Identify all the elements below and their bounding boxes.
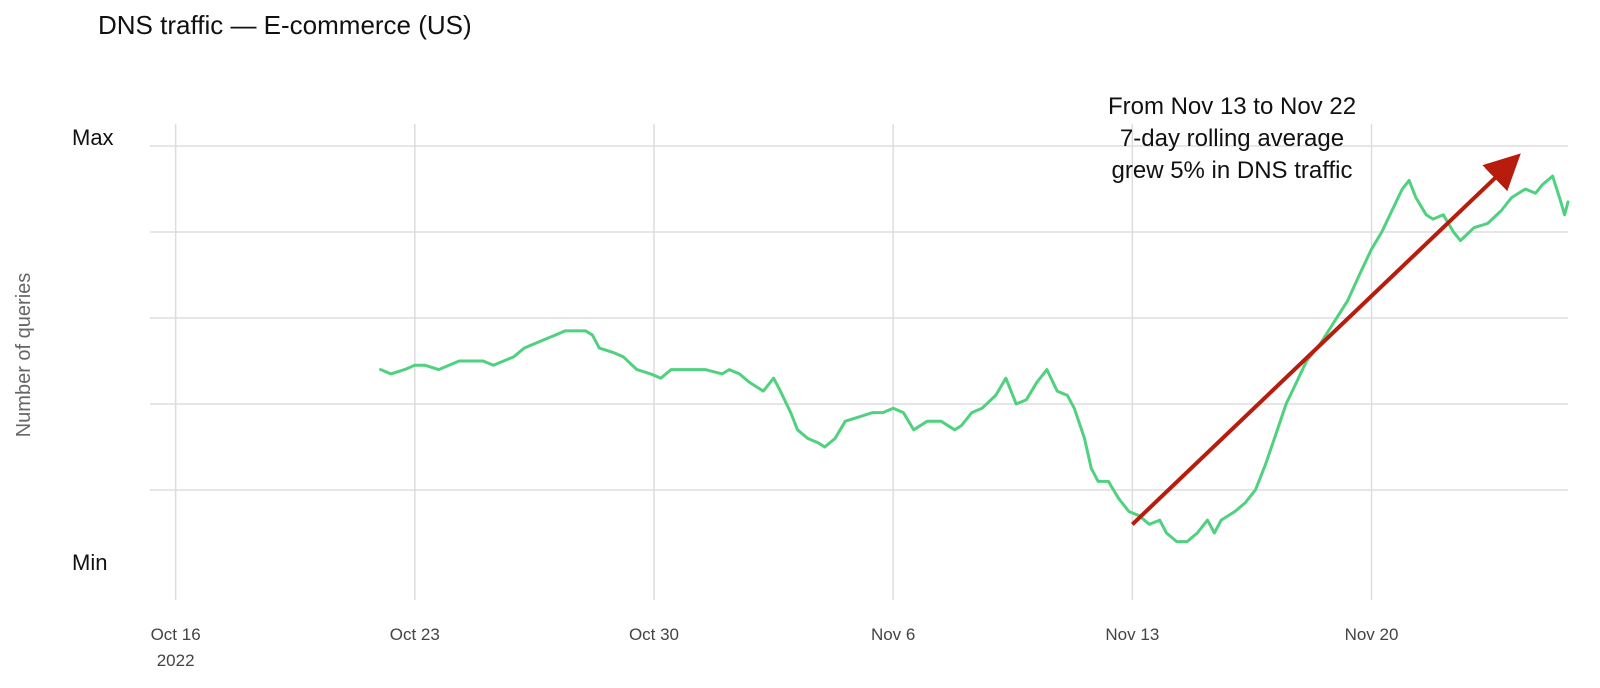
x-tick-label: Oct 23: [390, 625, 440, 644]
y-axis-label: Number of queries: [13, 273, 35, 438]
x-tick-label: Nov 6: [871, 625, 915, 644]
annotation-layer: From Nov 13 to Nov 22 7-day rolling avera…: [1108, 93, 1521, 526]
x-tick-year-label: 2022: [157, 651, 195, 670]
annotation-text-line: grew 5% in DNS traffic: [1112, 157, 1353, 184]
x-tick-labels: Oct 16 2022 Oct 23 Oct 30 Nov 6 Nov 13 Nov 20: [151, 625, 1399, 670]
x-tick-label: Oct 16: [151, 625, 201, 644]
x-tick-label: Nov 13: [1105, 625, 1159, 644]
y-tick-max: Max: [72, 125, 114, 150]
series-line-0: [379, 174, 1570, 544]
x-tick-label: Nov 20: [1345, 625, 1399, 644]
annotation-text-line: 7-day rolling average: [1120, 125, 1344, 152]
x-tick-label: Oct 30: [629, 625, 679, 644]
y-tick-min: Min: [72, 550, 107, 575]
x-gridlines: [174, 124, 1373, 600]
annotation-text-line: From Nov 13 to Nov 22: [1108, 93, 1356, 120]
trend-arrow: [1130, 153, 1521, 526]
series-layer: [379, 174, 1570, 544]
chart-title: DNS traffic — E-commerce (US): [98, 10, 472, 40]
y-gridlines: [150, 145, 1568, 491]
